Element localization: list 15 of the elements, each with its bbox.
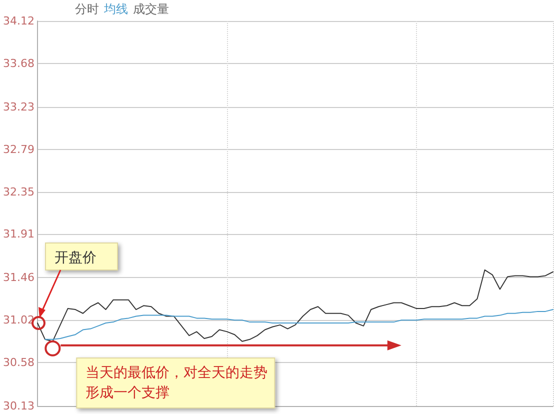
y-tick-label: 31.46 <box>2 271 34 284</box>
y-tick-label: 32.35 <box>2 185 34 198</box>
y-tick-label: 33.68 <box>2 56 34 70</box>
y-tick-label: 31.91 <box>2 228 34 241</box>
y-tick-label: 31.02 <box>2 314 34 327</box>
annotation: 当天的最低价，对全天的走势形成一个支撑 <box>86 365 268 401</box>
annotation: 开盘价 <box>54 250 96 266</box>
y-tick-label: 32.79 <box>2 142 34 156</box>
text: 均线 <box>103 2 128 16</box>
text: 成交量 <box>133 2 169 16</box>
y-tick-label: 34.12 <box>2 14 34 28</box>
y-tick-label: 30.13 <box>2 400 34 412</box>
y-tick-label: 33.23 <box>2 100 34 114</box>
y-tick-label: 30.58 <box>2 356 34 370</box>
text: 分时 <box>75 2 99 16</box>
